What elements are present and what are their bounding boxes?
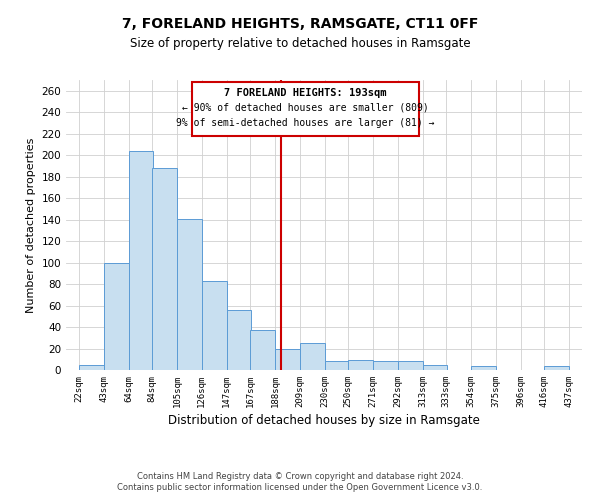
Bar (544, 366, 569, 370)
Bar (325, 362, 349, 370)
Text: 7 FORELAND HEIGHTS: 193sqm: 7 FORELAND HEIGHTS: 193sqm (224, 88, 387, 98)
Bar (348, 360, 373, 370)
Text: Contains public sector information licensed under the Open Government Licence v3: Contains public sector information licen… (118, 484, 482, 492)
Bar (250, 330, 275, 370)
Bar (104, 262, 128, 370)
X-axis label: Distribution of detached houses by size in Ramsgate: Distribution of detached houses by size … (168, 414, 480, 427)
Text: Size of property relative to detached houses in Ramsgate: Size of property relative to detached ho… (130, 38, 470, 51)
FancyBboxPatch shape (193, 82, 419, 136)
Text: Contains HM Land Registry data © Crown copyright and database right 2024.: Contains HM Land Registry data © Crown c… (137, 472, 463, 481)
Bar (202, 281, 227, 370)
Bar (422, 364, 448, 370)
Bar (373, 362, 398, 370)
Bar (128, 151, 154, 370)
Y-axis label: Number of detached properties: Number of detached properties (26, 138, 36, 312)
Text: 7, FORELAND HEIGHTS, RAMSGATE, CT11 0FF: 7, FORELAND HEIGHTS, RAMSGATE, CT11 0FF (122, 18, 478, 32)
Bar (471, 366, 496, 370)
Text: ← 90% of detached houses are smaller (809): ← 90% of detached houses are smaller (80… (182, 103, 429, 113)
Bar (227, 310, 251, 370)
Bar (79, 364, 104, 370)
Bar (275, 348, 300, 370)
Bar (152, 168, 177, 370)
Bar (300, 343, 325, 370)
Text: 9% of semi-detached houses are larger (81) →: 9% of semi-detached houses are larger (8… (176, 118, 435, 128)
Bar (398, 362, 422, 370)
Bar (177, 218, 202, 370)
